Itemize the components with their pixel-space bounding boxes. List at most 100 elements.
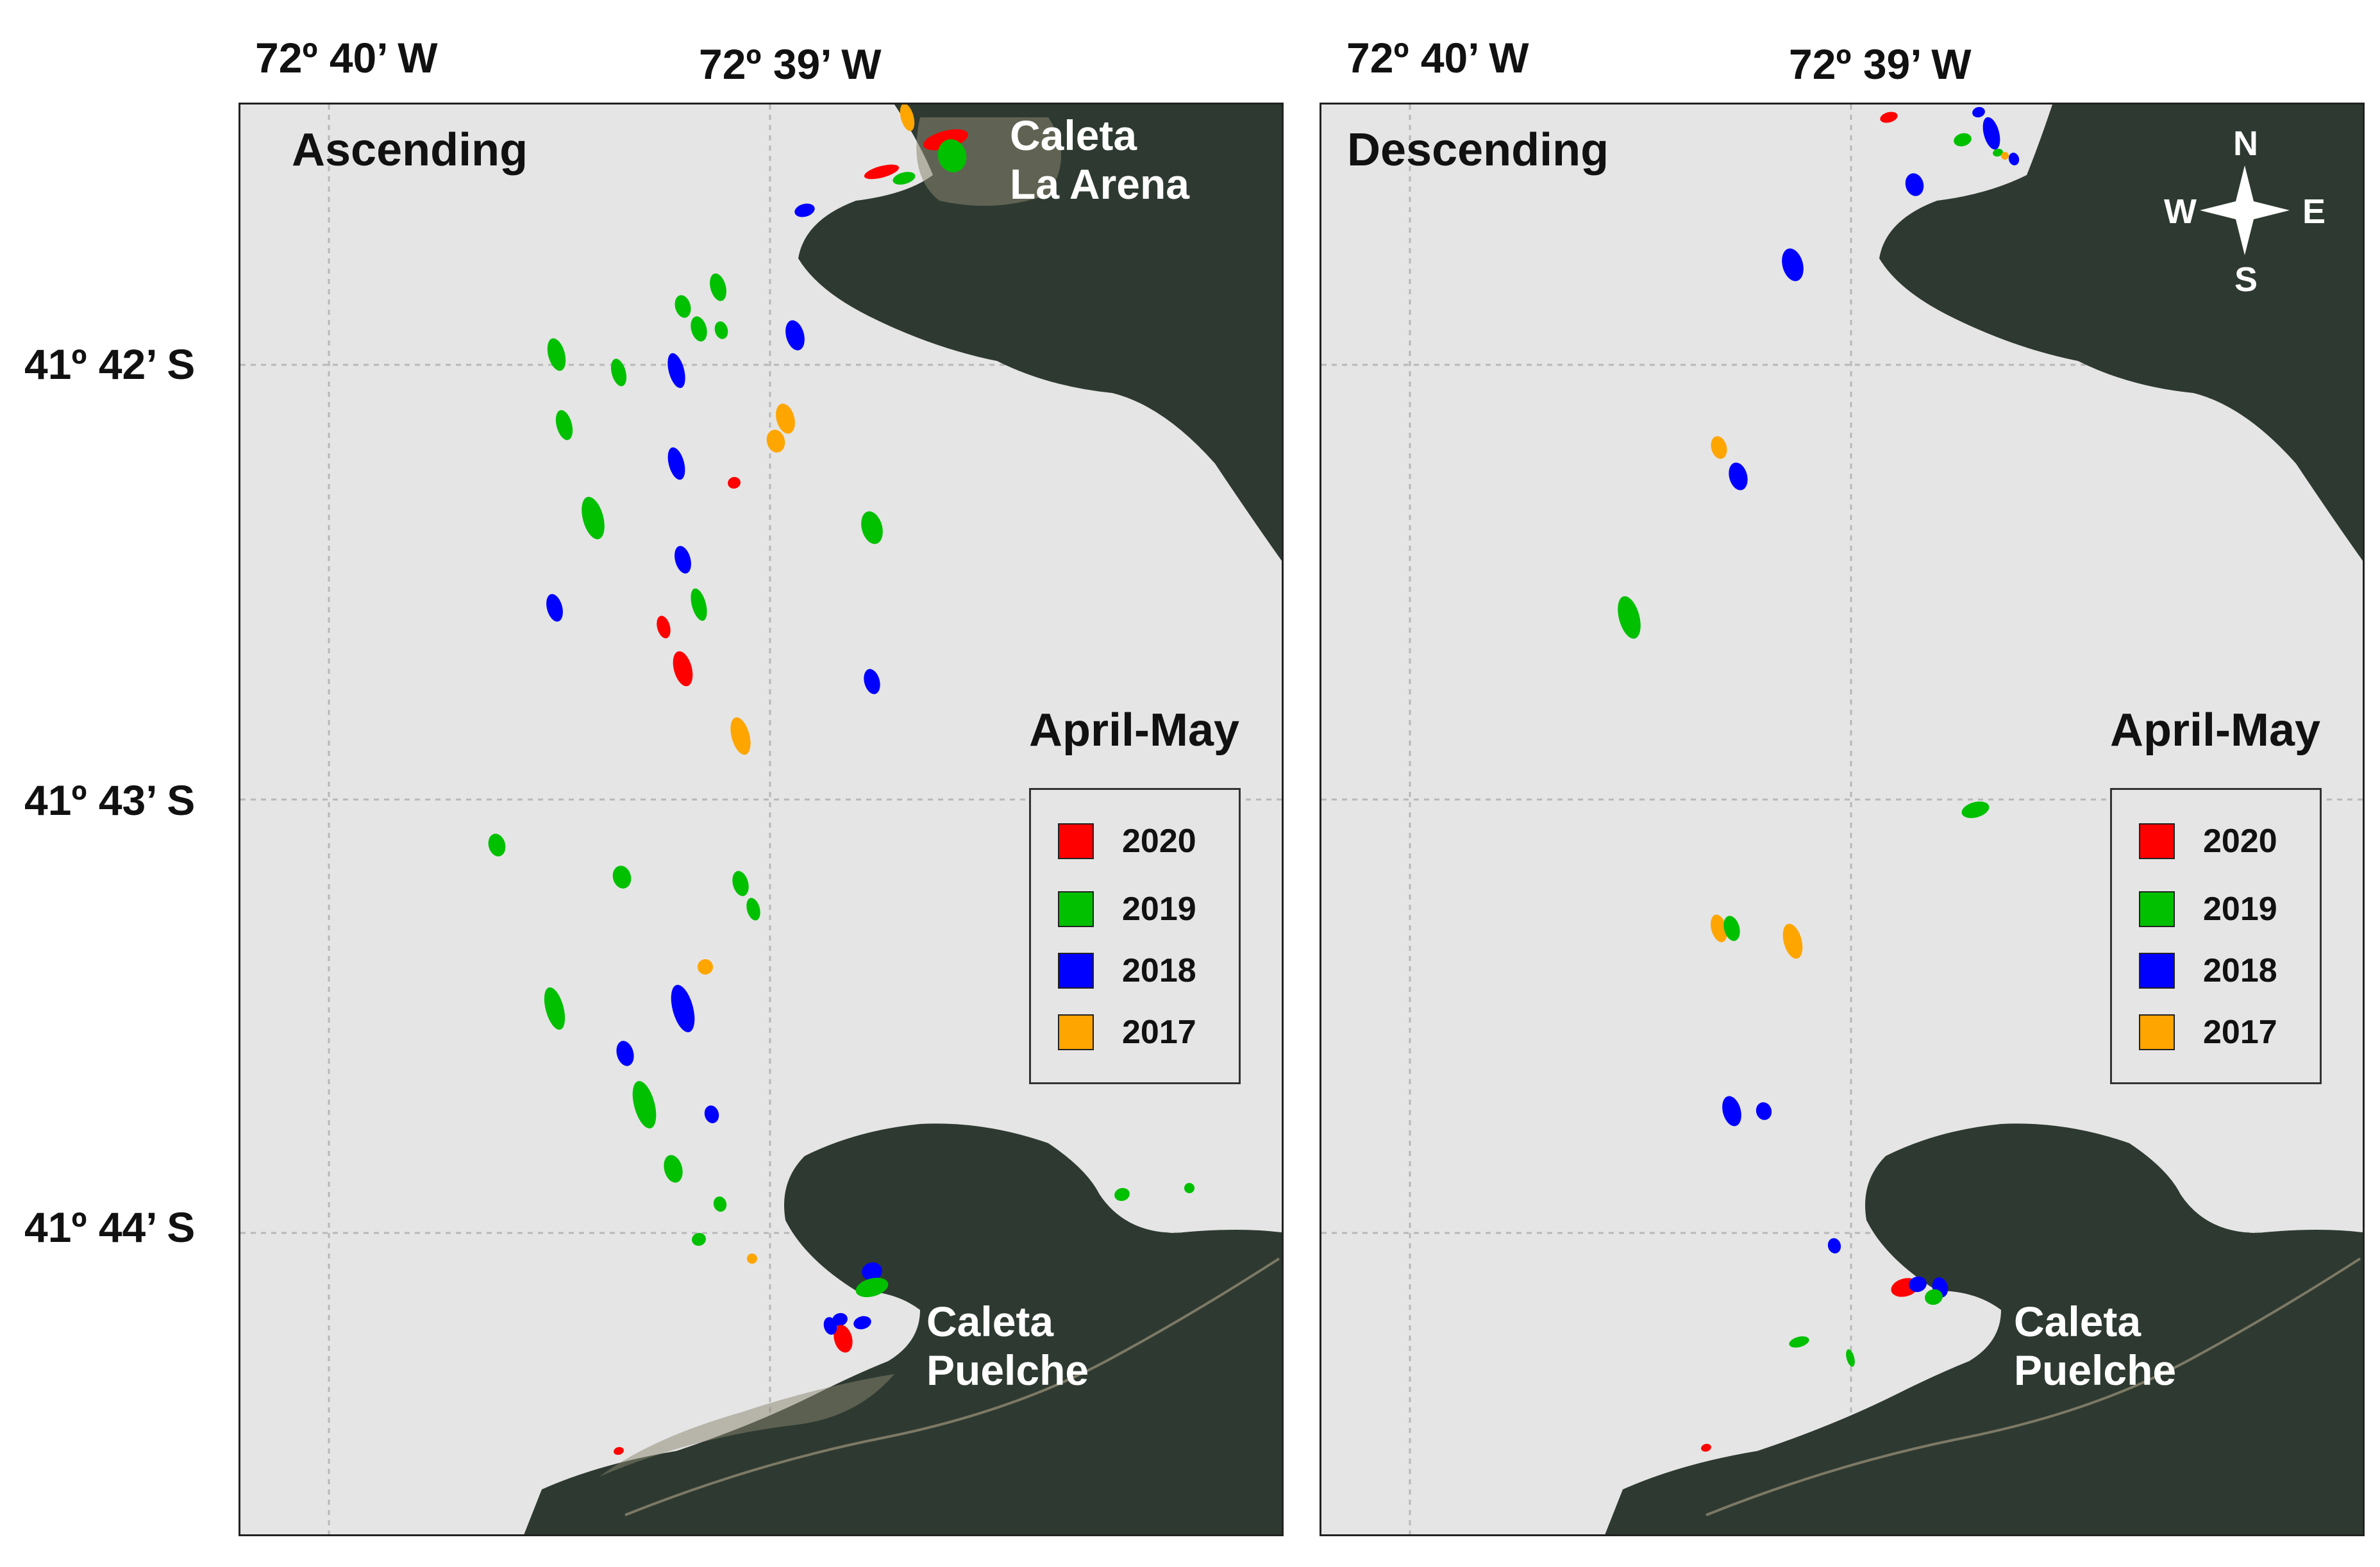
detection-2019: [544, 987, 566, 1030]
legend-swatch: [1058, 953, 1094, 989]
southern-roads: [1705, 1257, 2361, 1516]
northern-headland: [1879, 105, 2363, 561]
detection-2019: [612, 866, 632, 889]
place-label-line: Caleta: [926, 1298, 1054, 1345]
legend-label: 2018: [1122, 952, 1196, 989]
detection-2019: [691, 316, 707, 342]
detection-2020: [864, 164, 900, 180]
place-label-caleta-puelche: Caleta Puelche: [926, 1297, 1089, 1395]
legend-swatch: [2139, 823, 2175, 859]
lon-label-2-right: 72º 39’ W: [1789, 40, 1972, 88]
detection-2019: [1723, 916, 1740, 941]
legend-label: 2017: [2203, 1014, 2277, 1051]
compass-n: N: [2233, 124, 2258, 163]
detection-2020: [1701, 1443, 1711, 1452]
place-label-line: Caleta: [2014, 1298, 2141, 1345]
detection-2019: [713, 1196, 727, 1212]
detection-2017: [1711, 436, 1727, 459]
southern-headland: [1605, 1123, 2363, 1534]
detection-2019: [555, 410, 573, 440]
legend: 2020 2019 2018 2017: [2110, 788, 2322, 1084]
detection-2019: [732, 871, 749, 896]
place-label-line: Caleta: [1010, 112, 1137, 159]
detection-2019: [892, 172, 916, 185]
lat-label-1: 41º 42’ S: [24, 340, 196, 388]
detection-2018: [1972, 106, 1985, 118]
detection-2019: [1114, 1187, 1130, 1202]
detection-2018: [546, 594, 563, 622]
legend-title: April-May: [1029, 705, 1240, 756]
descending-map-canvas: [1321, 105, 2363, 1534]
detection-2019: [1789, 1336, 1809, 1348]
detection-2019: [714, 321, 728, 339]
detection-2019: [1961, 801, 1990, 818]
southern-roads: [624, 1257, 1280, 1516]
lat-label-2: 41º 43’ S: [24, 776, 196, 824]
detection-2019: [692, 1232, 706, 1246]
detection-2018: [1905, 173, 1924, 196]
detection-2018: [794, 203, 815, 217]
detection-2019: [1846, 1349, 1855, 1367]
detection-2018: [675, 546, 691, 574]
detection-2019: [937, 139, 967, 172]
detection-2019: [488, 834, 506, 857]
legend-label: 2020: [2203, 823, 2277, 860]
detection-2018: [2008, 153, 2020, 165]
legend-label: 2017: [1122, 1014, 1196, 1051]
place-label-line: Puelche: [926, 1346, 1089, 1394]
detection-2020: [614, 1446, 624, 1455]
detection-2018: [704, 1105, 719, 1123]
legend-swatch: [1058, 1014, 1094, 1050]
legend-label: 2019: [2203, 891, 2277, 928]
place-label-line: Puelche: [2014, 1346, 2177, 1394]
detection-2020: [834, 1325, 853, 1353]
lat-label-3: 41º 44’ S: [24, 1203, 196, 1251]
place-label-line: La Arena: [1010, 160, 1189, 208]
detection-2019: [861, 511, 883, 544]
detection-2019: [855, 1277, 889, 1298]
place-label-caleta-la-arena: Caleta La Arena: [1010, 111, 1189, 208]
detection-2020: [673, 651, 693, 687]
lon-label-1: 72º 40’ W: [255, 34, 438, 81]
place-label-caleta-puelche: Caleta Puelche: [2014, 1297, 2176, 1395]
legend-title: April-May: [2110, 705, 2321, 756]
detection-2018: [667, 447, 685, 480]
detection-2018: [864, 669, 880, 694]
lon-label-2: 72º 39’ W: [699, 40, 882, 88]
detection-2017: [730, 717, 751, 755]
detection-2017: [698, 959, 713, 975]
detection-2018: [785, 320, 805, 351]
detection-2018: [616, 1041, 634, 1066]
detection-2017: [747, 1253, 757, 1264]
detection-2019: [710, 273, 726, 301]
detection-2018: [862, 1262, 882, 1281]
northern-headland: [798, 105, 1282, 561]
detections-ascending: [488, 105, 1194, 1455]
detection-2020: [1880, 112, 1898, 123]
detection-2019: [746, 898, 760, 921]
legend-swatch: [1058, 823, 1094, 859]
detection-2019: [547, 338, 566, 371]
detection-2019: [675, 295, 691, 318]
ascending-map-canvas: [240, 105, 1282, 1534]
legend-label: 2020: [1122, 823, 1196, 860]
detection-2020: [728, 476, 741, 489]
compass-rose-icon: [2200, 165, 2290, 255]
detection-2017: [1711, 914, 1727, 943]
detection-2018: [1909, 1276, 1927, 1293]
detection-2018: [853, 1316, 871, 1330]
detections-descending: [1618, 106, 2020, 1452]
detection-2018: [832, 1312, 848, 1327]
panel-title-descending: Descending: [1347, 124, 1609, 176]
detection-2019: [610, 358, 627, 387]
detection-2019: [1954, 133, 1972, 147]
detection-2018: [1729, 462, 1748, 490]
detection-2019: [1618, 596, 1641, 639]
lon-label-1-right: 72º 40’ W: [1346, 34, 1529, 81]
map-grid: [240, 105, 1282, 1534]
legend-label: 2018: [2203, 952, 2277, 989]
detection-2019: [1993, 148, 2003, 157]
compass-w: W: [2164, 192, 2197, 231]
detection-2017: [766, 430, 785, 453]
detection-2018: [1722, 1096, 1741, 1127]
